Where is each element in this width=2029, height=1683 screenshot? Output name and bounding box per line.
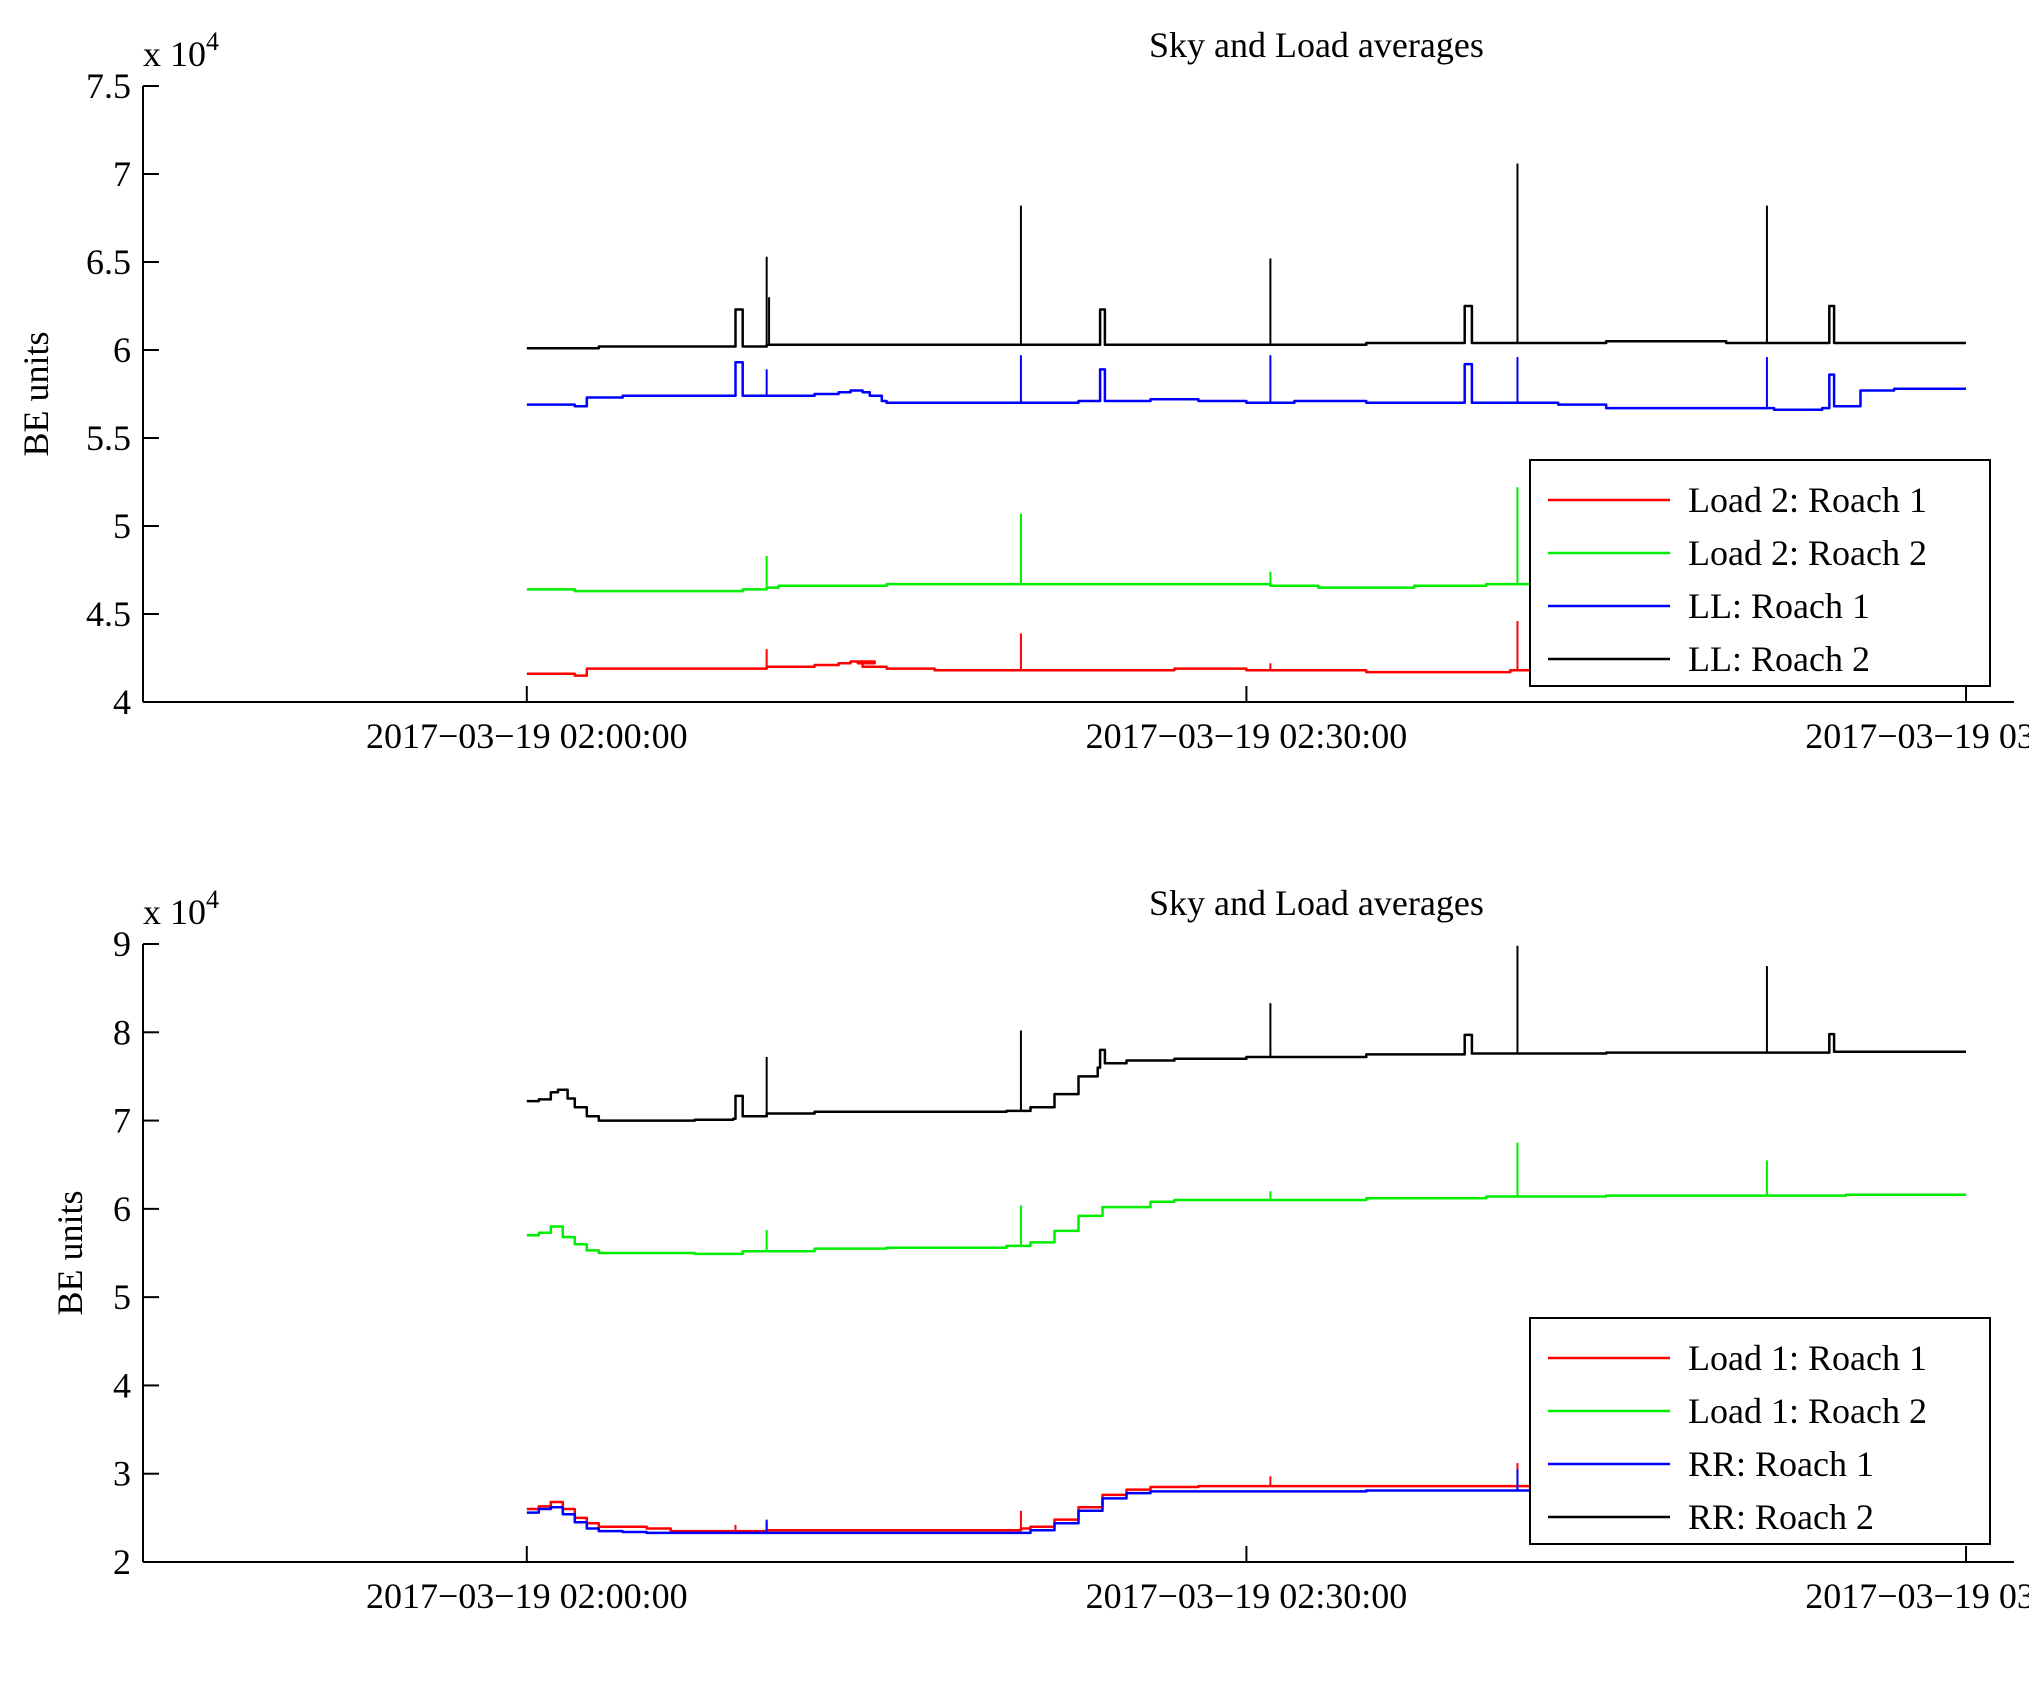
series-rr-roach-2 (526, 945, 1966, 1122)
y-axis-label: BE units (50, 1190, 90, 1315)
x-tick-label: 2017−03−19 02:30:00 (1086, 1576, 1408, 1616)
legend-label: Load 2: Roach 1 (1688, 480, 1927, 520)
bottom-chart-panel: Sky and Load averages x 104 2 3 4 5 6 7 8 9 2017−0… (50, 883, 2029, 1616)
legend-label: Load 1: Roach 2 (1688, 1391, 1927, 1431)
legend: Load 1: Roach 1 Load 1: Roach 2 RR: Roach … (1529, 1317, 1991, 1545)
series-line (526, 304, 1966, 350)
y-tick-label: 7 (113, 1101, 131, 1141)
y-axis-multiplier-exponent: 4 (206, 885, 219, 914)
y-tick-label: 8 (113, 1012, 131, 1052)
y-tick-label: 6 (113, 1189, 131, 1229)
y-axis-multiplier: x 104 (143, 27, 219, 74)
series-ll-roach-1 (526, 355, 1966, 412)
y-tick-label: 4 (113, 1365, 131, 1405)
series-line (526, 1489, 1966, 1535)
y-tick-label: 2 (113, 1542, 131, 1582)
legend-label: LL: Roach 2 (1688, 639, 1870, 679)
legend-label: RR: Roach 2 (1688, 1497, 1874, 1537)
y-tick-label: 9 (113, 924, 131, 964)
series-line (526, 1032, 1966, 1122)
x-tick-label: 2017−03−19 02:00:00 (366, 1576, 688, 1616)
y-tick-label: 7.5 (86, 66, 131, 106)
series-line (526, 1193, 1966, 1256)
series-line (526, 361, 1966, 412)
x-tick-label: 2017−03−19 02:00:00 (366, 716, 688, 756)
legend-box (1529, 1317, 1991, 1545)
legend-label: Load 2: Roach 2 (1688, 533, 1927, 573)
x-tick-label: 2017−03−19 03:00:00 (1805, 716, 2029, 756)
legend: Load 2: Roach 1 Load 2: Roach 2 LL: Roach … (1529, 459, 1991, 687)
series-load-1-roach-2 (526, 1142, 1966, 1256)
legend-label: LL: Roach 1 (1688, 586, 1870, 626)
y-tick-label: 5 (113, 1277, 131, 1317)
y-tick-label: 7 (113, 154, 131, 194)
legend-box (1529, 459, 1991, 687)
y-tick-label: 5 (113, 506, 131, 546)
y-tick-label: 3 (113, 1454, 131, 1494)
y-tick-label: 6 (113, 330, 131, 370)
x-tick-label: 2017−03−19 03:00:00 (1805, 1576, 2029, 1616)
chart-title: Sky and Load averages (1149, 883, 1484, 923)
y-tick-label: 5.5 (86, 418, 131, 458)
x-tick-label: 2017−03−19 02:30:00 (1086, 716, 1408, 756)
legend-label: RR: Roach 1 (1688, 1444, 1874, 1484)
legend-label: Load 1: Roach 1 (1688, 1338, 1927, 1378)
y-tick-label: 4 (113, 682, 131, 722)
series-rr-roach-1 (526, 1469, 1966, 1535)
y-axis-multiplier: x 104 (143, 885, 219, 932)
chart-title: Sky and Load averages (1149, 25, 1484, 65)
y-tick-label: 4.5 (86, 594, 131, 634)
y-axis-label: BE units (16, 331, 56, 456)
series-ll-roach-2 (526, 163, 1966, 350)
y-axis-multiplier-exponent: 4 (206, 27, 219, 56)
y-tick-label: 6.5 (86, 242, 131, 282)
